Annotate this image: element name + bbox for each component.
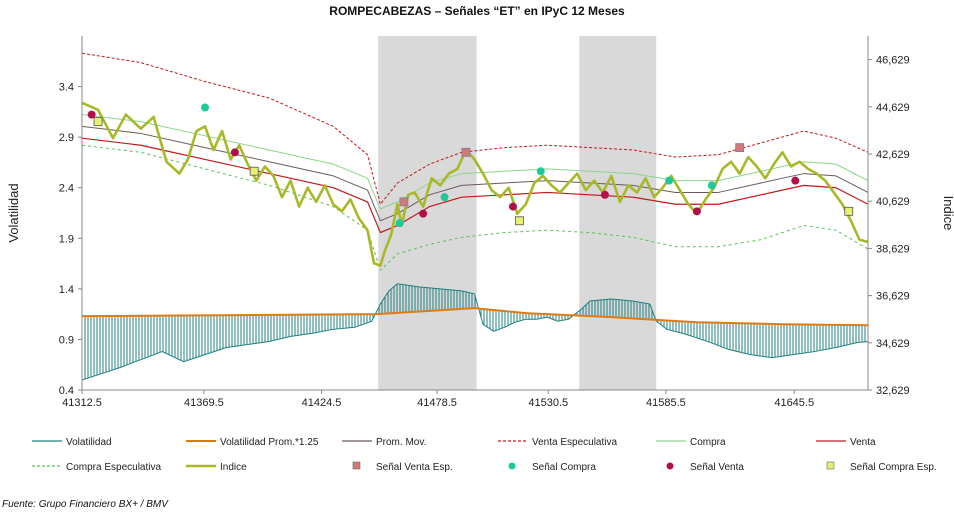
- y-left-tick-label: 0.4: [59, 385, 74, 397]
- legend-prom-mov-label: Prom. Mov.: [376, 437, 426, 448]
- legend-senal-venta-label: Señal Venta: [690, 462, 744, 473]
- x-tick-label: 41424.5: [302, 397, 342, 409]
- senal-venta-marker: [230, 148, 239, 157]
- senal-venta-marker: [508, 202, 517, 211]
- y-left-tick-label: 1.4: [59, 284, 74, 296]
- senal-compra-marker: [707, 181, 716, 190]
- series-compra-esp: [81, 144, 869, 271]
- legend-senal-venta-esp-swatch: [352, 461, 361, 470]
- series-venta-esp: [81, 52, 869, 205]
- senal-venta-esp-marker: [735, 143, 745, 153]
- senal-compra-esp-marker: [93, 117, 103, 127]
- x-tick-label: 41369.5: [184, 397, 224, 409]
- senal-compra-marker: [440, 193, 449, 202]
- y-right-tick-label: 40,629: [876, 196, 910, 208]
- series-venta: [81, 137, 869, 234]
- legend-senal-compra-label: Señal Compra: [532, 462, 596, 473]
- legend-senal-compra-esp-label: Señal Compra Esp.: [850, 462, 937, 473]
- legend-venta-esp-label: Venta Especulativa: [532, 437, 617, 448]
- legend-senal-venta-esp-label: Señal Venta Esp.: [376, 462, 453, 473]
- legend-volatilidad-label: Volatilidad: [66, 437, 112, 448]
- y-axis-right-label: Indice: [941, 196, 954, 231]
- senal-venta-esp-marker: [399, 197, 409, 207]
- legend-compra-label: Compra: [690, 437, 726, 448]
- legend-indice-label: Indice: [220, 462, 247, 473]
- chart-title: ROMPECABEZAS – Señales “ET” en IPyC 12 M…: [329, 4, 625, 18]
- senal-venta-marker: [419, 209, 428, 218]
- senal-compra-marker: [395, 219, 404, 228]
- y-right-tick-label: 34,629: [876, 338, 910, 350]
- senal-compra-marker: [665, 176, 674, 185]
- y-left-tick-label: 3.4: [59, 82, 74, 94]
- senal-compra-esp-marker: [514, 216, 524, 226]
- y-right-tick-label: 36,629: [876, 291, 910, 303]
- y-left-tick-label: 2.4: [59, 183, 74, 195]
- series-indice: [81, 101, 869, 267]
- y-right-tick-label: 32,629: [876, 385, 910, 397]
- y-right-tick-label: 42,629: [876, 149, 910, 161]
- senal-compra-esp-marker: [249, 166, 259, 176]
- legend-venta-label: Venta: [850, 437, 876, 448]
- x-tick-label: 41585.5: [646, 397, 686, 409]
- legend-senal-compra-swatch: [508, 462, 516, 470]
- senal-venta-marker: [87, 110, 96, 119]
- legend-senal-venta-swatch: [666, 462, 674, 470]
- senal-compra-marker: [536, 167, 545, 176]
- x-tick-label: 41478.5: [417, 397, 457, 409]
- x-tick-label: 41645.5: [774, 397, 814, 409]
- senal-venta-marker: [692, 207, 701, 216]
- senal-venta-esp-marker: [461, 147, 471, 157]
- shaded-region-2: [579, 36, 657, 390]
- series-volatilidad-prom: [81, 307, 869, 327]
- senal-compra-marker: [200, 103, 209, 112]
- senal-compra-esp-marker: [844, 206, 854, 216]
- senal-venta-marker: [600, 190, 609, 199]
- x-tick-label: 41530.5: [528, 397, 568, 409]
- series-prom-mov: [81, 125, 869, 222]
- y-left-tick-label: 2.9: [59, 132, 74, 144]
- y-right-tick-label: 44,629: [876, 102, 910, 114]
- shaded-region-1: [378, 36, 477, 390]
- y-left-tick-label: 1.9: [59, 233, 74, 245]
- legend-senal-compra-esp-swatch: [826, 461, 835, 470]
- y-axis-left-label: Volatilidad: [6, 183, 21, 242]
- legend-vol-prom-label: Volatilidad Prom.*1.25: [220, 437, 319, 448]
- y-left-tick-label: 0.9: [59, 334, 74, 346]
- y-right-tick-label: 38,629: [876, 243, 910, 255]
- senal-venta-marker: [791, 176, 800, 185]
- x-tick-label: 41312.5: [62, 397, 102, 409]
- series-volatilidad: [81, 283, 869, 381]
- y-right-tick-label: 46,629: [876, 55, 910, 67]
- legend-compra-esp-label: Compra Especulativa: [66, 462, 161, 473]
- source-note: Fuente: Grupo Financiero BX+ / BMV: [2, 499, 168, 510]
